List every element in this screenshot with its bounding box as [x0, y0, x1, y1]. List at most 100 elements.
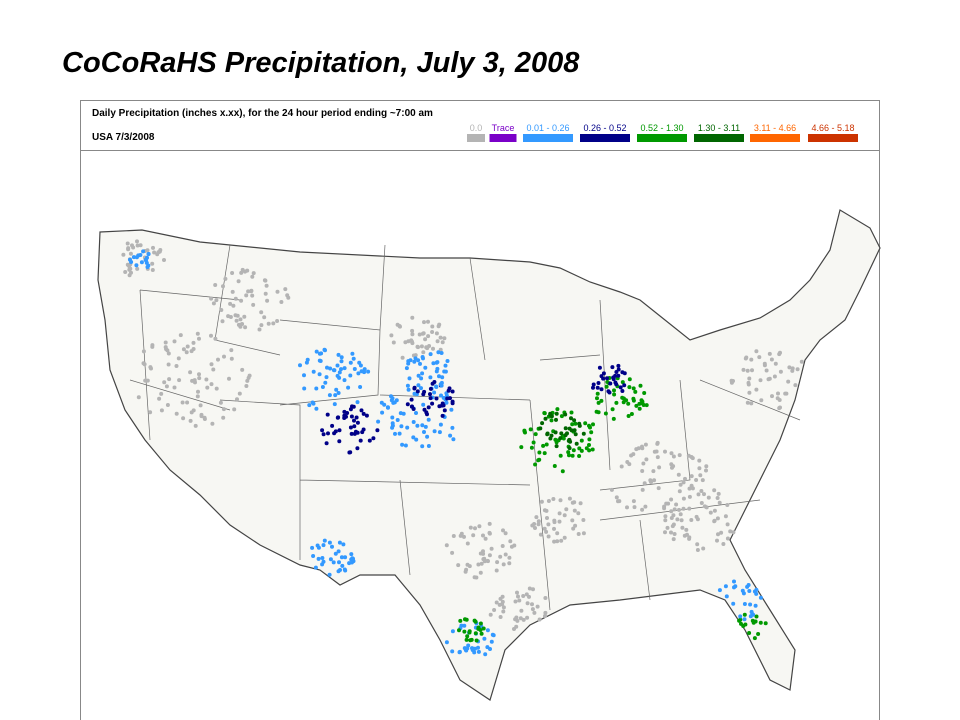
station-dot: [393, 431, 397, 436]
station-dot: [665, 525, 670, 530]
station-dot: [758, 620, 763, 625]
station-dot: [430, 401, 435, 406]
station-dot: [320, 428, 325, 433]
station-dot: [721, 542, 726, 546]
station-dot: [426, 417, 431, 422]
station-dot: [232, 407, 237, 412]
station-dot: [172, 385, 177, 390]
station-dot: [745, 400, 750, 405]
station-dot: [712, 518, 717, 523]
station-dot: [230, 271, 235, 275]
station-dot: [640, 469, 645, 473]
station-dot: [654, 449, 659, 454]
station-dot: [421, 331, 426, 336]
station-dot: [334, 387, 339, 392]
station-dot: [519, 608, 524, 613]
station-dot: [344, 414, 348, 419]
station-dot: [501, 605, 506, 610]
station-dot: [476, 645, 480, 650]
station-dot: [494, 600, 499, 605]
station-dot: [350, 351, 355, 356]
station-dot: [195, 331, 200, 336]
station-dot: [246, 289, 251, 294]
station-dot: [465, 646, 470, 651]
station-dot: [574, 441, 579, 446]
station-dot: [622, 383, 627, 388]
station-dot: [643, 504, 648, 509]
station-dot: [349, 431, 354, 436]
station-dot: [695, 548, 700, 552]
station-dot: [481, 551, 486, 556]
station-dot: [625, 505, 629, 510]
station-dot: [259, 310, 264, 315]
station-dot: [410, 332, 415, 337]
station-dot: [702, 492, 706, 497]
station-dot: [569, 410, 574, 415]
station-dot: [641, 403, 646, 407]
station-dot: [787, 365, 792, 370]
station-dot: [176, 356, 181, 361]
station-dot: [439, 393, 443, 398]
station-dot: [218, 400, 223, 405]
station-dot: [420, 444, 425, 449]
station-dot: [216, 357, 220, 362]
station-dot: [763, 621, 768, 626]
station-dot: [561, 436, 566, 441]
station-dot: [459, 531, 464, 536]
station-dot: [767, 376, 772, 381]
station-dot: [328, 557, 333, 562]
station-dot: [428, 352, 433, 357]
station-dot: [546, 499, 551, 503]
station-dot: [640, 507, 645, 512]
station-dot: [343, 568, 348, 573]
station-dot: [425, 434, 430, 439]
station-dot: [242, 314, 247, 319]
station-dot: [442, 408, 447, 413]
station-dot: [701, 546, 706, 551]
station-dot: [428, 396, 433, 401]
station-dot: [483, 536, 488, 541]
station-dot: [320, 562, 325, 567]
station-dot: [687, 486, 692, 491]
station-dot: [434, 360, 439, 365]
station-dot: [591, 385, 595, 390]
station-dot: [481, 626, 486, 631]
station-dot: [405, 425, 410, 430]
station-dot: [419, 344, 424, 349]
station-dot: [221, 284, 225, 289]
station-dot: [450, 550, 455, 555]
station-dot: [471, 533, 476, 538]
station-dot: [769, 357, 774, 362]
station-dot: [155, 252, 160, 257]
station-dot: [473, 631, 478, 636]
station-dot: [684, 527, 689, 532]
station-dot: [729, 380, 734, 385]
station-dot: [655, 440, 660, 445]
station-dot: [420, 423, 425, 428]
station-dot: [533, 432, 538, 437]
station-dot: [411, 435, 416, 440]
station-dot: [695, 542, 700, 547]
station-dot: [129, 260, 134, 264]
station-dot: [362, 367, 367, 372]
station-dot: [430, 330, 435, 334]
station-dot: [197, 372, 201, 377]
station-dot: [145, 248, 150, 253]
station-dot: [687, 535, 692, 540]
station-dot: [311, 401, 316, 406]
station-dot: [567, 426, 572, 431]
station-dot: [414, 437, 419, 442]
station-dot: [552, 526, 556, 531]
station-dot: [759, 398, 764, 403]
station-dot: [229, 356, 234, 361]
station-dot: [626, 414, 631, 418]
station-dot: [321, 543, 326, 548]
station-dot: [245, 378, 250, 383]
station-dot: [678, 512, 683, 517]
legend-swatch: [523, 134, 573, 142]
station-dot: [738, 617, 743, 622]
station-dot: [185, 400, 190, 405]
station-dot: [181, 347, 186, 352]
station-dot: [724, 594, 729, 599]
station-dot: [631, 398, 636, 403]
